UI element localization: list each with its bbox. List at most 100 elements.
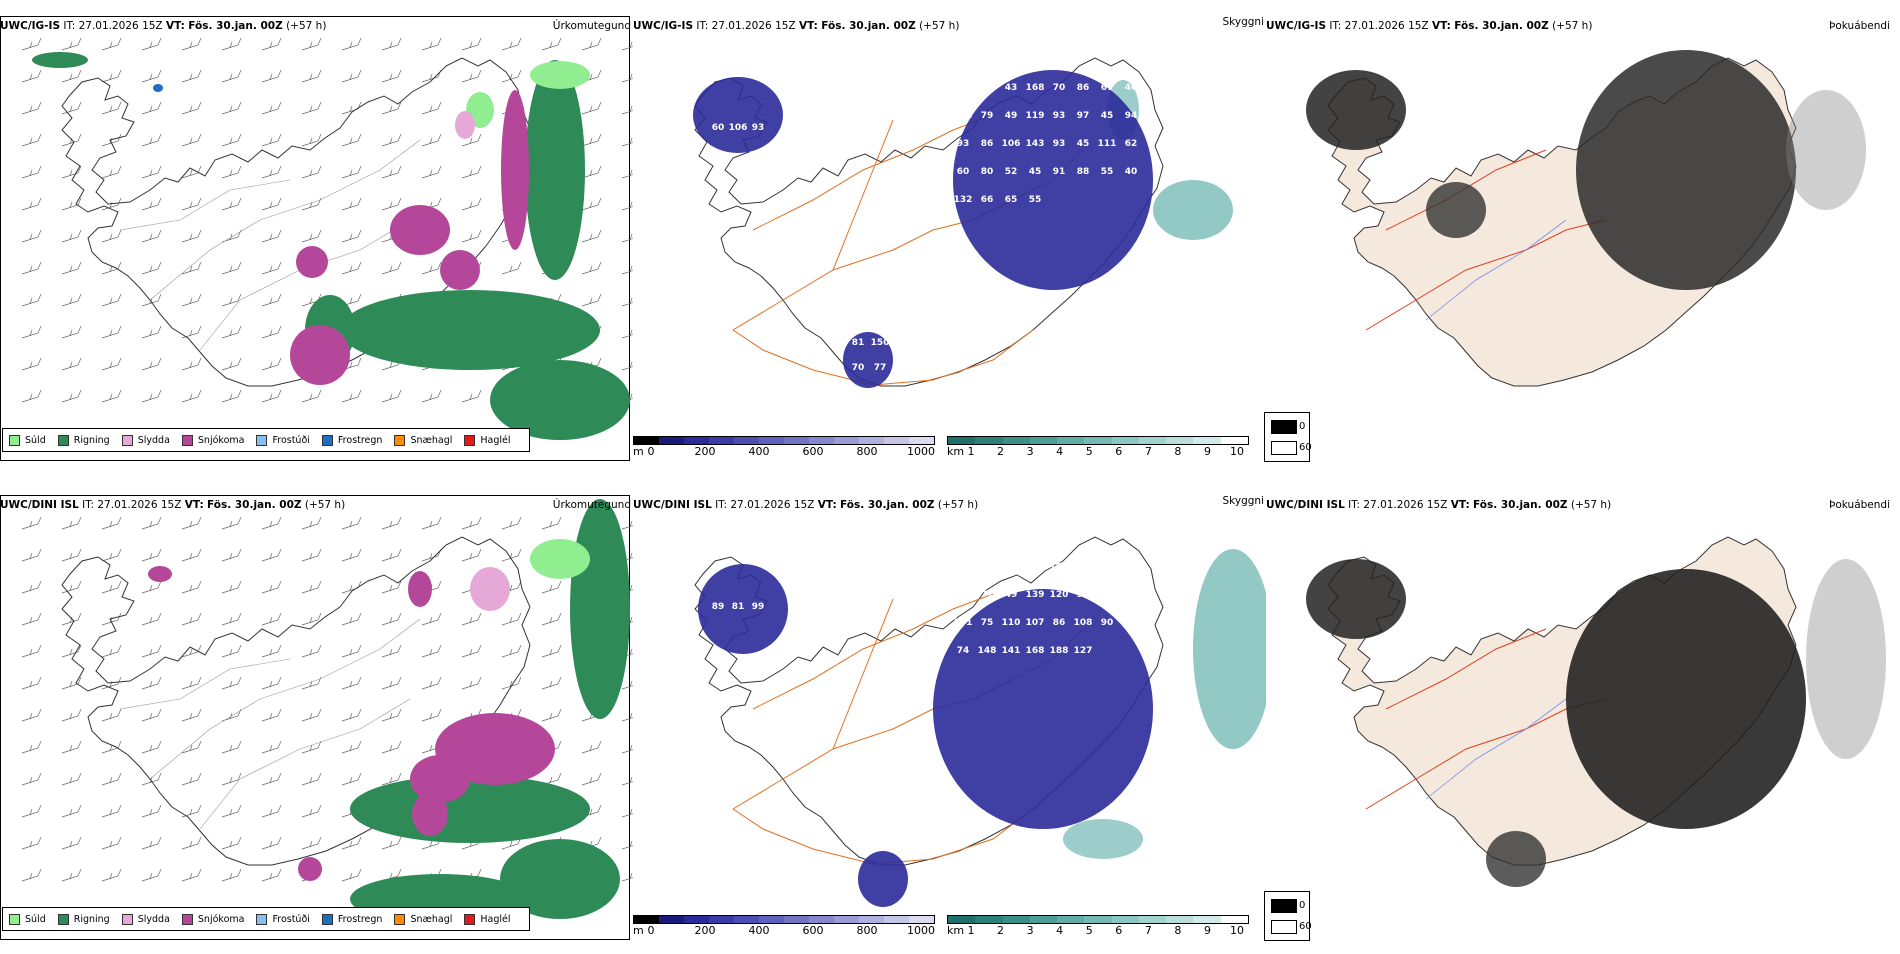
ceiling-peak-label: 71: [852, 842, 865, 852]
ceiling-peak-label: 80: [981, 167, 994, 177]
init-time: 27.01.2026 15Z: [78, 20, 163, 32]
legend-item: Frostregn: [321, 434, 382, 446]
panel-header: UWC/DINI ISL IT: 27.01.2026 15Z VT: Fös.…: [1266, 499, 1611, 511]
fog-area: [1426, 182, 1486, 238]
legend-item: Frostúði: [256, 434, 310, 446]
ceiling-peak-label: 67: [712, 542, 725, 552]
legend-label: Frostregn: [337, 913, 383, 925]
ceiling-peak-label: 50: [1077, 562, 1090, 572]
ceiling-peak-label: 106: [729, 123, 748, 133]
colorbar-segment: [909, 916, 934, 923]
legend-swatch: [181, 913, 193, 925]
lead-time: (+57 h): [937, 499, 979, 511]
snow-area: [410, 755, 470, 803]
legend-label: Súld: [25, 913, 46, 925]
legend-label: Súld: [25, 434, 46, 446]
ceiling-unit: m: [633, 924, 644, 937]
ceiling-peak-label: 71: [981, 590, 994, 600]
ceiling-peak-labels: 74 69 46 60 106 93 105 56 43 168 70 86 67 46 108 79 49 11…: [712, 63, 1138, 373]
ceiling-peak-label: 101: [954, 618, 973, 628]
fog-map[interactable]: [1266, 479, 1900, 954]
model-name: UWC/IG-IS: [1266, 20, 1327, 32]
legend-swatch: [9, 913, 20, 925]
ceiling-peak-label: 148: [978, 646, 997, 656]
ceiling-peak-label: 66: [981, 195, 994, 205]
fog-area: [1566, 569, 1806, 829]
colorbar-tick: 6: [1115, 445, 1123, 458]
ceiling-peak-label: 88: [1077, 167, 1090, 177]
rivers: [1425, 219, 1567, 321]
fog-label-60: 60: [1299, 442, 1312, 453]
fog-legend: 0 60: [1264, 412, 1312, 462]
map-frame: [0, 16, 630, 461]
legend-swatch: [321, 913, 333, 925]
init-time: 27.01.2026 15Z: [1363, 499, 1448, 511]
ceiling-peak-label: 90: [874, 842, 887, 852]
colorbar-tick: 200: [694, 445, 716, 458]
colorbar-segment: [659, 916, 684, 923]
legend-item: Slydda: [121, 913, 170, 925]
colorbar-segment: [1029, 916, 1058, 923]
precip-map[interactable]: [0, 479, 633, 954]
colorbar-segment: [734, 916, 759, 923]
legend-swatch: [9, 434, 20, 446]
panel-header: UWC/DINI ISL IT: 27.01.2026 15Z VT: Fös.…: [633, 499, 978, 511]
ceiling-peak-label: 97: [1077, 111, 1090, 121]
rivers: [1425, 698, 1567, 800]
fog-area: [1576, 50, 1796, 290]
ceiling-peak-label: 56: [981, 83, 994, 93]
visibility-area: [1153, 180, 1233, 240]
fog-area: [1306, 559, 1406, 639]
legend-swatch: [256, 434, 268, 446]
legend-item: Haglél: [464, 434, 511, 446]
low-cloud-area: [953, 70, 1153, 290]
legend-swatch: [394, 434, 406, 446]
colorbar-segment: [1111, 437, 1139, 444]
legend-item: Snjókoma: [181, 434, 244, 446]
visibility-bar: [947, 436, 1249, 445]
colorbar-tick: 1000: [907, 924, 935, 937]
colorbar-tick: 800: [856, 924, 878, 937]
legend-item: Slydda: [121, 434, 170, 446]
ceiling-peak-label: 86: [1053, 618, 1066, 628]
colorbar-tick: 2: [997, 445, 1005, 458]
ceiling-peak-label: 60: [712, 123, 725, 133]
colorbar-segment: [1220, 916, 1248, 923]
legend-item: Frostúði: [256, 913, 310, 925]
panel-header: UWC/IG-IS IT: 27.01.2026 15Z VT: Fös. 30…: [633, 20, 959, 32]
fog-map[interactable]: [1266, 0, 1900, 475]
ceiling-peak-label: 108: [1074, 618, 1093, 628]
colorbar-segment: [975, 437, 1003, 444]
ceiling-peak-label: 67: [1101, 83, 1114, 93]
snow-area: [296, 246, 328, 278]
ceiling-peak-label: 105: [954, 83, 973, 93]
ceiling-peak-label: 92: [852, 817, 865, 827]
ceiling-peak-label: 120: [1050, 590, 1069, 600]
colorbar-segment: [1002, 437, 1030, 444]
colorbar-segment: [1002, 916, 1030, 923]
legend-swatch: [256, 913, 268, 925]
fog-swatch-60: [1271, 920, 1297, 934]
precip-legend: Súld Rigning Slydda Snjókoma Frostúði Frostre…: [2, 907, 530, 931]
precip-panel-row2: UWC/DINI ISL IT: 27.01.2026 15Z VT: Fös.…: [0, 479, 633, 954]
ceiling-peak-label: 106: [1002, 139, 1021, 149]
variable-title: Skyggni: [1222, 495, 1265, 507]
colorbar-segment: [759, 916, 784, 923]
valid-time: Fös. 30.jan. 00Z: [207, 499, 302, 511]
ceiling-peak-labels: 67 78 93 89 81 99 142 47 51 108 107 50 72 54 127 71 49 13…: [712, 542, 1141, 852]
legend-item: Snæhagl: [394, 434, 452, 446]
model-name: UWC/DINI ISL: [1266, 499, 1345, 511]
legend-label: Slydda: [137, 434, 170, 446]
ceiling-peak-label: 107: [1026, 618, 1045, 628]
visibility-area: [1063, 819, 1143, 859]
model-name: UWC/DINI ISL: [0, 499, 79, 511]
colorbar-tick: 9: [1203, 924, 1211, 937]
precip-map[interactable]: [0, 0, 633, 475]
legend-swatch: [321, 434, 333, 446]
colorbar-segment: [1220, 437, 1248, 444]
legend-item: Snjókoma: [181, 913, 244, 925]
ceiling-colorbar: m 0 200 400 600 800 1000: [633, 436, 943, 458]
ceiling-peak-label: 45: [1029, 167, 1042, 177]
